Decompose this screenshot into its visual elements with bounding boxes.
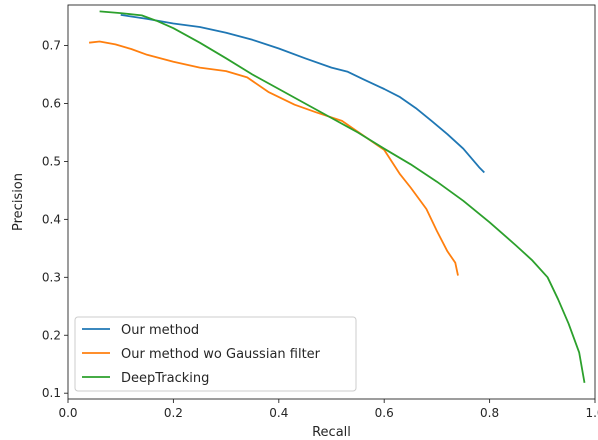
y-tick-label: 0.3 [42,270,61,284]
series-layer [88,10,586,383]
y-tick-label: 0.2 [42,328,61,342]
y-axis-label: Precision [11,173,26,231]
legend-label: DeepTracking [121,371,209,386]
x-tick-label: 0.6 [375,406,394,420]
legend: Our method Our method wo Gaussian filter D… [74,316,357,392]
y-tick-label: 0.6 [42,97,61,111]
x-axis-label: Recall [312,425,351,440]
y-tick-label: 0.7 [42,39,61,53]
x-tick-label: 1.0 [585,406,598,420]
x-tick-label: 0.2 [164,406,183,420]
x-axis: 0.0 0.2 0.4 0.6 0.8 1.0 [58,399,598,420]
y-axis: 0.1 0.2 0.3 0.4 0.5 0.6 0.7 [42,39,68,400]
legend-label: Our method wo Gaussian filter [121,347,321,362]
y-tick-label: 0.1 [42,386,61,400]
legend-box [74,316,357,392]
x-tick-label: 0.8 [480,406,499,420]
y-tick-label: 0.4 [42,212,61,226]
x-tick-label: 0.0 [58,406,77,420]
series-line-1 [88,40,459,276]
x-tick-label: 0.4 [269,406,288,420]
plot-frame [67,4,596,400]
series-line-0 [120,14,485,174]
y-tick-label: 0.5 [42,154,61,168]
series-line-2 [99,10,586,383]
legend-label: Our method [121,323,199,338]
